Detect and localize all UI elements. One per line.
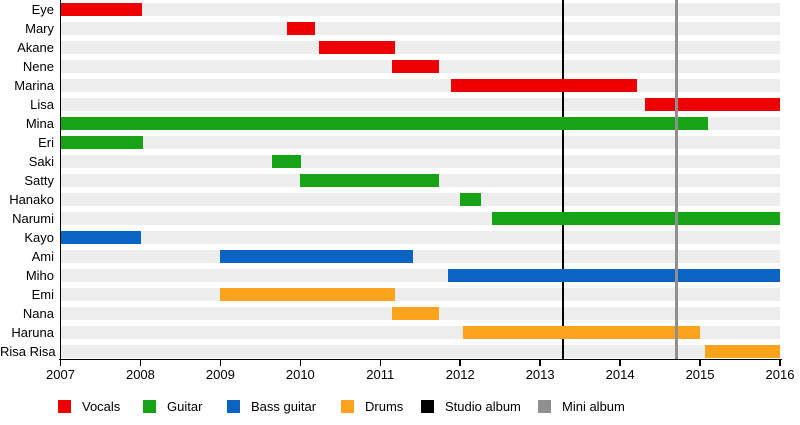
year-label: 2014 [605, 367, 635, 382]
legend-label: Studio album [445, 399, 521, 414]
member-label: Saki [28, 154, 54, 169]
member-row-band [60, 98, 780, 111]
year-label: 2008 [125, 367, 155, 382]
member-label: Akane [17, 40, 54, 55]
member-row-band [60, 345, 780, 358]
year-label: 2007 [46, 367, 75, 382]
year-tick [459, 358, 461, 366]
y-axis-line [59, 0, 61, 360]
year-label: 2011 [366, 367, 395, 382]
legend-label: Guitar [167, 399, 203, 414]
legend-label: Mini album [562, 399, 625, 414]
member-tenure-bar-narumi [492, 212, 780, 225]
member-tenure-bar-saki [272, 155, 302, 168]
member-row-band [60, 288, 780, 301]
year-tick [379, 358, 382, 366]
year-label: 2015 [685, 367, 715, 382]
member-tenure-bar-nene [392, 60, 439, 73]
studio-album-line [561, 0, 564, 359]
year-tick [779, 358, 781, 366]
member-tenure-bar-eye [60, 3, 143, 16]
member-tenure-bar-nana [392, 307, 439, 320]
legend-label: Bass guitar [251, 399, 317, 414]
year-label: 2016 [765, 367, 795, 382]
legend-swatch-bass-guitar [227, 400, 240, 413]
legend-label: Vocals [82, 399, 121, 414]
member-label: Eye [31, 2, 54, 17]
member-row-band [60, 22, 780, 35]
mini-album-line [675, 0, 679, 359]
member-row-band [60, 79, 780, 92]
member-label: Risa Risa [0, 344, 56, 359]
member-row-band [60, 193, 780, 206]
member-row-band [60, 155, 780, 168]
member-row-band [60, 3, 780, 16]
member-tenure-bar-mina [60, 117, 709, 130]
year-tick [299, 358, 302, 366]
x-axis-line [59, 358, 782, 360]
member-tenure-bar-miho [448, 269, 780, 282]
member-label: Emi [31, 287, 54, 302]
member-tenure-bar-haruna [462, 326, 701, 339]
member-label: Nana [22, 306, 54, 321]
member-label: Miho [25, 268, 54, 283]
legend-swatch-drums [341, 400, 354, 413]
member-row-band [60, 250, 780, 263]
year-tick [619, 358, 621, 366]
member-label: Marina [14, 78, 54, 93]
member-label: Lisa [30, 97, 54, 112]
member-label: Ami [31, 249, 54, 264]
member-row-band [60, 231, 780, 244]
member-tenure-bar-akane [318, 41, 395, 54]
member-tenure-bar-eri [60, 136, 143, 149]
member-label: Haruna [11, 325, 54, 340]
member-row-band [60, 41, 780, 54]
member-label: Nene [22, 59, 54, 74]
year-label: 2012 [445, 367, 475, 382]
member-tenure-bar-kayo [60, 231, 142, 244]
member-label: Mina [25, 116, 54, 131]
year-tick [219, 358, 222, 366]
year-tick [139, 358, 142, 366]
member-row-band [60, 136, 780, 149]
member-tenure-bar-emi [220, 288, 395, 301]
year-label: 2009 [205, 367, 235, 382]
member-tenure-bar-hanako [460, 193, 481, 206]
member-label: Satty [24, 173, 54, 188]
member-label: Hanako [9, 192, 54, 207]
legend-swatch-studio-album [421, 400, 434, 413]
member-tenure-bar-lisa [644, 98, 780, 111]
year-label: 2010 [285, 367, 315, 382]
member-tenure-bar-marina [450, 79, 637, 92]
member-label: Mary [25, 21, 54, 36]
year-tick [699, 358, 701, 366]
legend-swatch-mini-album [538, 400, 551, 413]
legend-swatch-guitar [143, 400, 156, 413]
plot-area: Eye Mary Akane Nene Marina Lisa Mina Eri Saki Sat… [0, 0, 795, 382]
member-tenure-bar-risa-risa [704, 345, 780, 358]
member-label: Narumi [12, 211, 54, 226]
year-tick [59, 358, 62, 366]
legend-swatch-vocals [58, 400, 71, 413]
member-label: Eri [38, 135, 54, 150]
member-label: Kayo [24, 230, 54, 245]
member-tenure-bar-ami [220, 250, 414, 263]
year-tick [539, 358, 541, 366]
legend-label: Drums [365, 399, 404, 414]
member-tenure-bar-satty [300, 174, 439, 187]
member-tenure-bar-mary [286, 22, 315, 35]
year-label: 2013 [525, 367, 555, 382]
